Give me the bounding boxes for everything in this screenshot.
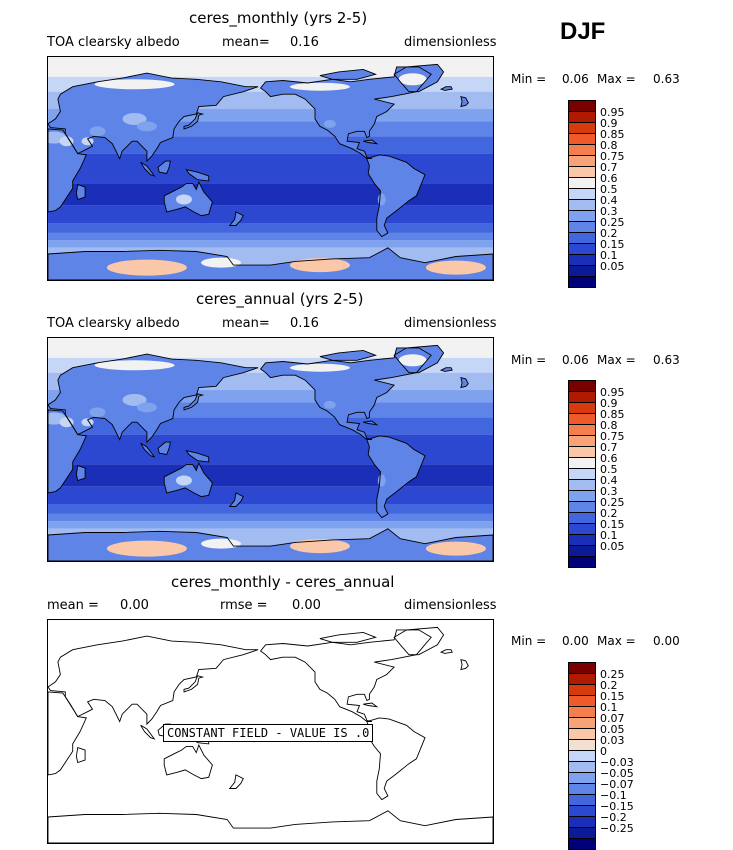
- colorbar-tick-label: −0.07: [600, 778, 634, 791]
- panel2-units: dimensionless: [404, 316, 497, 331]
- panel1-title: ceres_monthly (yrs 2-5): [189, 9, 368, 27]
- colorbar-tick-label: 0.2: [600, 507, 618, 520]
- colorbar-tick-label: 0.75: [600, 150, 625, 163]
- colorbar-tick-label: −0.1: [600, 789, 627, 802]
- colorbar-tick-label: 0.2: [600, 227, 618, 240]
- panel1-units: dimensionless: [404, 35, 497, 50]
- colorbar-tick-label: 0.9: [600, 117, 618, 130]
- panel1-min-label: Min =: [511, 72, 547, 86]
- colorbar-tick-label: 0.5: [600, 463, 618, 476]
- colorbar-tick-label: 0.5: [600, 183, 618, 196]
- constant-field-label: CONSTANT FIELD - VALUE IS .0: [163, 724, 374, 742]
- panel2-mean-value: 0.16: [290, 316, 319, 331]
- panel1-max-value: 0.63: [653, 72, 680, 86]
- panel2-min-label: Min =: [511, 353, 547, 367]
- colorbar-tick-label: 0.15: [600, 238, 625, 251]
- panel3-rmse-label: rmse =: [220, 598, 268, 613]
- panel1-mean-label: mean=: [222, 35, 270, 50]
- colorbar-tick-label: 0.25: [600, 216, 625, 229]
- panel3-max-value: 0.00: [653, 634, 680, 648]
- panel3-mean-label: mean =: [47, 598, 99, 613]
- panel3-min-value: 0.00: [562, 634, 589, 648]
- colorbar-tick-label: 0.1: [600, 701, 618, 714]
- panel2-max-value: 0.63: [653, 353, 680, 367]
- colorbar-tick-label: 0.03: [600, 734, 625, 747]
- colorbar-tick-label: 0.4: [600, 474, 618, 487]
- colorbar-tick-label: −0.15: [600, 800, 634, 813]
- colorbar-tick-label: 0: [600, 745, 607, 758]
- panel2-variable: TOA clearsky albedo: [47, 316, 180, 331]
- panel3-min-label: Min =: [511, 634, 547, 648]
- colorbar-tick-label: 0.85: [600, 128, 625, 141]
- colorbar-tick-label: −0.2: [600, 811, 627, 824]
- colorbar-tick-label: 0.4: [600, 194, 618, 207]
- panel3-max-label: Max =: [597, 634, 636, 648]
- panel2-max-label: Max =: [597, 353, 636, 367]
- colorbar-tick-label: 0.15: [600, 690, 625, 703]
- colorbar-tick-label: 0.8: [600, 419, 618, 432]
- panel1-mean-value: 0.16: [290, 35, 319, 50]
- colorbar-tick-label: 0.1: [600, 529, 618, 542]
- colorbar-tick-label: 0.3: [600, 205, 618, 218]
- panel3-title: ceres_monthly - ceres_annual: [171, 573, 395, 591]
- panel3-units: dimensionless: [404, 598, 497, 613]
- colorbar-swatch: [568, 276, 596, 288]
- panel2-title: ceres_annual (yrs 2-5): [196, 290, 364, 308]
- colorbar-tick-label: 0.05: [600, 260, 625, 273]
- colorbar-tick-label: 0.8: [600, 139, 618, 152]
- colorbar-tick-label: 0.3: [600, 485, 618, 498]
- panel3-mean-value: 0.00: [120, 598, 149, 613]
- panel1-min-value: 0.06: [562, 72, 589, 86]
- colorbar-tick-label: 0.07: [600, 712, 625, 725]
- colorbar-tick-label: 0.25: [600, 496, 625, 509]
- colorbar-swatch: [568, 556, 596, 568]
- colorbar-swatch: [568, 838, 596, 850]
- colorbar-tick-label: 0.6: [600, 172, 618, 185]
- colorbar-tick-label: 0.05: [600, 540, 625, 553]
- colorbar-tick-label: 0.75: [600, 430, 625, 443]
- panel1-variable: TOA clearsky albedo: [47, 35, 180, 50]
- colorbar-tick-label: 0.95: [600, 106, 625, 119]
- colorbar-tick-label: −0.03: [600, 756, 634, 769]
- panel2-map: [47, 337, 494, 562]
- colorbar-tick-label: 0.9: [600, 397, 618, 410]
- colorbar-tick-label: 0.25: [600, 668, 625, 681]
- colorbar-tick-label: 0.95: [600, 386, 625, 399]
- colorbar-tick-label: 0.7: [600, 441, 618, 454]
- panel3-rmse-value: 0.00: [292, 598, 321, 613]
- panel2-min-value: 0.06: [562, 353, 589, 367]
- colorbar-tick-label: 0.7: [600, 161, 618, 174]
- panel2-mean-label: mean=: [222, 316, 270, 331]
- panel1-max-label: Max =: [597, 72, 636, 86]
- season-label: DJF: [560, 18, 606, 45]
- colorbar-tick-label: 0.05: [600, 723, 625, 736]
- colorbar-tick-label: 0.6: [600, 452, 618, 465]
- colorbar-tick-label: −0.05: [600, 767, 634, 780]
- panel1-map: [47, 56, 494, 281]
- colorbar-tick-label: 0.1: [600, 249, 618, 262]
- colorbar-tick-label: 0.15: [600, 518, 625, 531]
- colorbar-tick-label: 0.2: [600, 679, 618, 692]
- colorbar-tick-label: 0.85: [600, 408, 625, 421]
- colorbar-tick-label: −0.25: [600, 822, 634, 835]
